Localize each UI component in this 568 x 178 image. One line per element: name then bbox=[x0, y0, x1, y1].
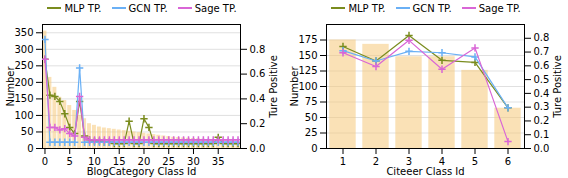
svg-text:5: 5 bbox=[67, 156, 73, 167]
svg-text:25: 25 bbox=[305, 127, 318, 138]
svg-text:0: 0 bbox=[311, 143, 317, 154]
svg-text:10: 10 bbox=[88, 155, 101, 167]
svg-text:350: 350 bbox=[14, 27, 33, 38]
svg-text:0.2: 0.2 bbox=[250, 118, 266, 129]
svg-text:5: 5 bbox=[472, 156, 478, 167]
svg-text:125: 125 bbox=[298, 65, 317, 76]
svg-text:175: 175 bbox=[298, 34, 317, 45]
svg-text:100: 100 bbox=[14, 110, 33, 121]
svg-text:0.4: 0.4 bbox=[250, 93, 266, 104]
svg-text:0.3: 0.3 bbox=[534, 101, 550, 112]
svg-text:150: 150 bbox=[14, 93, 33, 104]
svg-text:0.7: 0.7 bbox=[534, 46, 550, 57]
svg-text:Ture Positive: Ture Positive bbox=[552, 55, 563, 119]
svg-text:BlogCategory Class Id: BlogCategory Class Id bbox=[87, 166, 197, 177]
svg-text:75: 75 bbox=[305, 96, 318, 107]
svg-text:0.5: 0.5 bbox=[534, 74, 550, 85]
svg-text:15: 15 bbox=[112, 155, 126, 167]
svg-text:Number: Number bbox=[5, 66, 16, 107]
html-text:MLP TP.: MLP TP. bbox=[348, 2, 386, 14]
svg-text:0.6: 0.6 bbox=[534, 60, 550, 71]
svg-text:0.4: 0.4 bbox=[534, 88, 550, 99]
svg-text:50: 50 bbox=[21, 126, 34, 137]
svg-text:Number: Number bbox=[289, 66, 300, 107]
html-text:GCN TP.: GCN TP. bbox=[412, 2, 452, 14]
svg-text:0.8: 0.8 bbox=[250, 44, 266, 55]
svg-text:0.8: 0.8 bbox=[534, 32, 550, 43]
svg-text:200: 200 bbox=[14, 77, 33, 88]
svg-text:250: 250 bbox=[14, 60, 33, 71]
svg-text:25: 25 bbox=[162, 155, 176, 167]
html-text:Sage TP.: Sage TP. bbox=[194, 2, 237, 14]
svg-text:Citeeer Class Id: Citeeer Class Id bbox=[386, 166, 464, 177]
svg-text:2: 2 bbox=[373, 156, 379, 167]
svg-text:0: 0 bbox=[27, 143, 33, 154]
html-text:GCN TP.: GCN TP. bbox=[128, 2, 168, 14]
svg-text:150: 150 bbox=[298, 50, 317, 61]
html-text:MLP TP.: MLP TP. bbox=[64, 2, 102, 14]
svg-text:4: 4 bbox=[438, 155, 446, 167]
svg-text:50: 50 bbox=[305, 112, 318, 123]
svg-text:100: 100 bbox=[298, 81, 317, 92]
svg-text:35: 35 bbox=[212, 156, 225, 167]
svg-text:3: 3 bbox=[405, 155, 413, 167]
svg-text:1: 1 bbox=[340, 156, 346, 167]
svg-text:Ture Positive: Ture Positive bbox=[268, 55, 279, 119]
svg-text:6: 6 bbox=[505, 156, 511, 167]
svg-text:0.2: 0.2 bbox=[534, 115, 550, 126]
svg-text:0.1: 0.1 bbox=[534, 129, 550, 140]
svg-text:30: 30 bbox=[187, 155, 200, 167]
svg-text:0.0: 0.0 bbox=[534, 143, 550, 154]
html-text:Sage TP.: Sage TP. bbox=[478, 2, 521, 14]
svg-text:0.0: 0.0 bbox=[250, 143, 266, 154]
svg-text:20: 20 bbox=[137, 155, 151, 167]
svg-text:300: 300 bbox=[14, 44, 33, 55]
svg-text:0: 0 bbox=[42, 156, 48, 167]
svg-text:0.6: 0.6 bbox=[250, 68, 266, 79]
